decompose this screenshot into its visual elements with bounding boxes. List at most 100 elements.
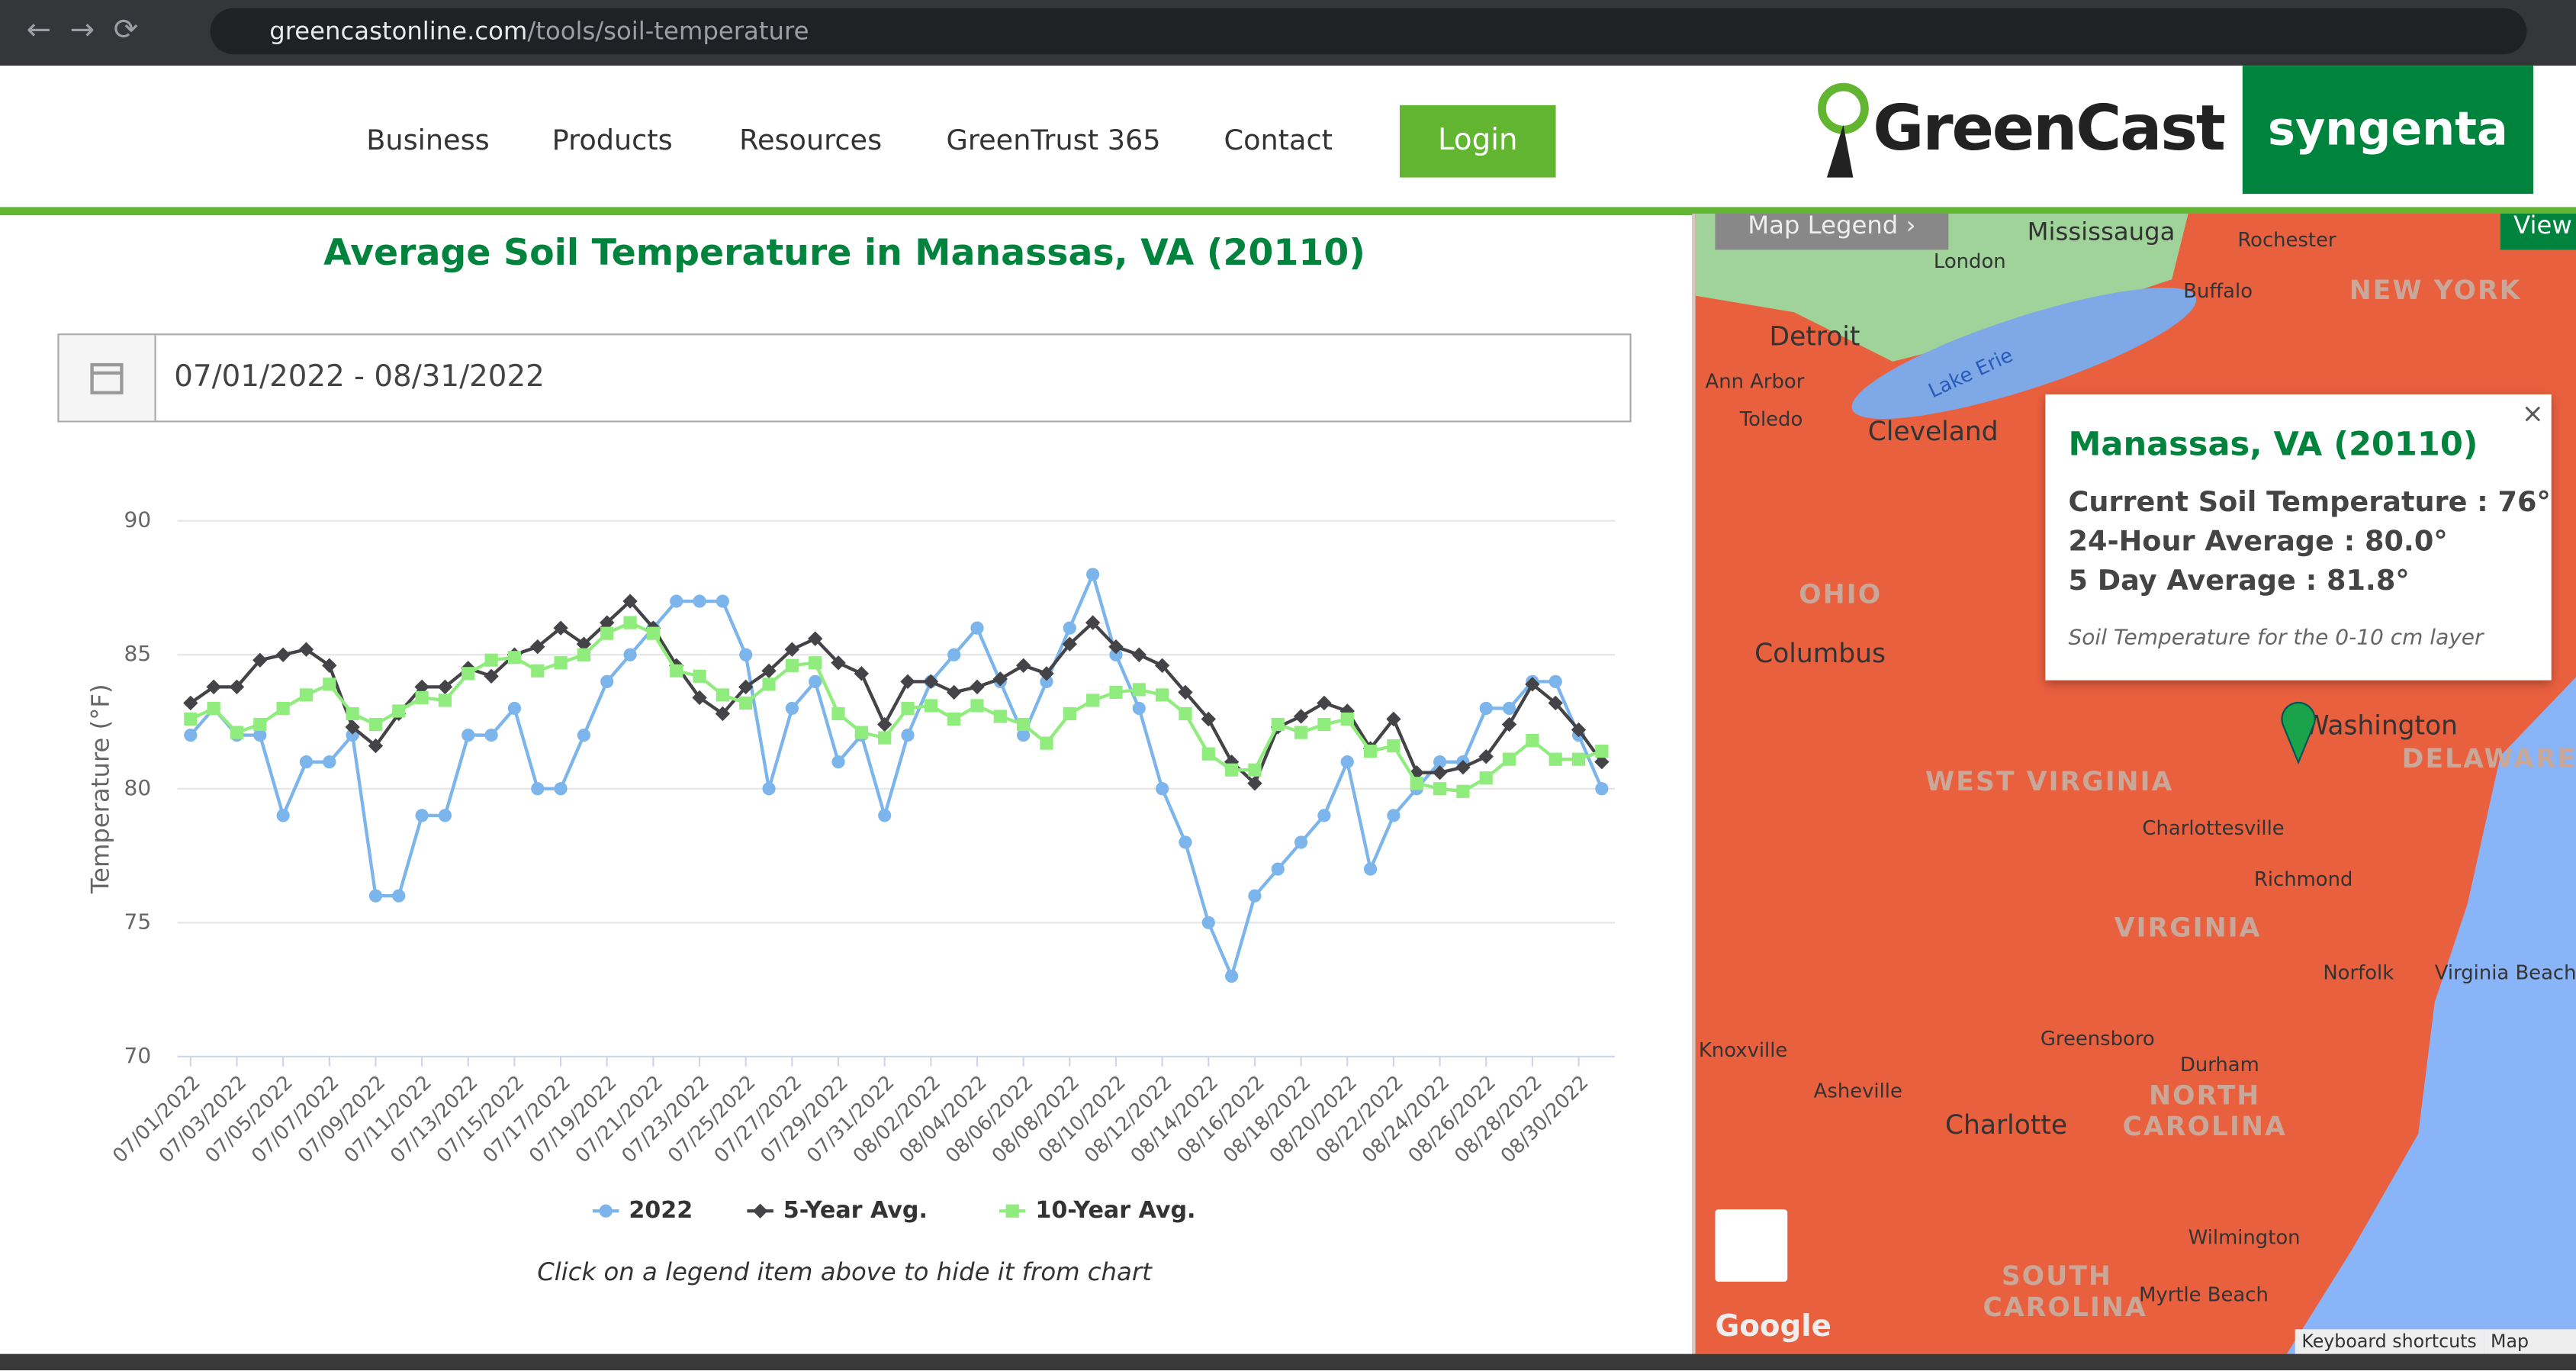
data-point: [1132, 701, 1146, 716]
nav-arrows[interactable]: ← → ⟳: [26, 13, 139, 48]
data-point: [901, 728, 915, 742]
data-point: [970, 621, 984, 635]
data-point: [461, 667, 475, 681]
state: DELAWARE: [2401, 742, 2576, 774]
data-point: [762, 677, 776, 691]
place: Detroit: [1769, 320, 1860, 352]
login-button[interactable]: Login: [1399, 105, 1556, 178]
close-button[interactable]: ×: [2521, 397, 2544, 430]
data-point: [1455, 760, 1471, 775]
info-popup: × Manassas, VA (20110) Current Soil Temp…: [2045, 394, 2552, 681]
data-point: [577, 728, 591, 742]
chart-title: Average Soil Temperature in Manassas, VA…: [323, 232, 1365, 274]
data-point: [1271, 717, 1285, 732]
syngenta-logo[interactable]: syngenta: [2242, 66, 2534, 195]
data-point: [346, 706, 359, 721]
data-point: [1548, 674, 1562, 688]
data-point: [392, 889, 406, 903]
data-point: [878, 809, 892, 822]
data-point: [298, 642, 314, 657]
data-point: [785, 701, 799, 716]
data-point: [275, 647, 291, 662]
data-point: [1595, 745, 1609, 758]
nav-item[interactable]: Contact: [1224, 124, 1333, 158]
data-point: [992, 671, 1008, 687]
data-point: [1340, 755, 1354, 769]
data-point: [437, 679, 453, 695]
map-legend-button[interactable]: Map Legend ›: [1715, 213, 1949, 250]
data-point: [1479, 771, 1493, 785]
map-pin[interactable]: [2279, 700, 2318, 765]
data-point: [1063, 706, 1076, 721]
data-point: [1109, 648, 1123, 661]
popup-note: Soil Temperature for the 0-10 cm layer: [2068, 626, 2484, 651]
place: London: [1933, 249, 2006, 273]
series-line: [189, 598, 1603, 787]
data-point: [206, 679, 221, 695]
data-point: [1456, 784, 1470, 798]
place: Ann Arbor: [1705, 369, 1805, 393]
nav-item[interactable]: GreenTrust 365: [946, 124, 1161, 158]
data-point: [1201, 747, 1215, 761]
data-point: [854, 726, 868, 739]
place: Wilmington: [2188, 1225, 2301, 1249]
data-point: [1525, 677, 1540, 692]
data-point: [1410, 777, 1423, 790]
fullscreen-button[interactable]: [1715, 1209, 1788, 1282]
data-point: [1432, 765, 1448, 780]
nav-item[interactable]: Business: [366, 124, 490, 158]
nav-item[interactable]: Products: [552, 124, 673, 158]
legend-item[interactable]: 2022: [592, 1197, 693, 1224]
date-picker[interactable]: 07/01/2022 - 08/31/2022: [57, 333, 1632, 423]
data-point: [392, 704, 406, 718]
legend-label: 2022: [629, 1197, 693, 1224]
data-point: [1179, 835, 1192, 849]
data-point: [1478, 748, 1494, 764]
data-point: [1479, 701, 1493, 716]
state: SOUTH CAROLINA: [1983, 1260, 2147, 1323]
data-point: [1502, 701, 1516, 716]
data-point: [831, 755, 845, 769]
google-logo: Google: [1715, 1309, 1832, 1344]
y-tick-label: 80: [124, 775, 152, 800]
data-point: [438, 694, 452, 707]
view-button[interactable]: View: [2500, 213, 2576, 250]
data-point: [739, 696, 753, 710]
url-bar[interactable]: greencastonline.com/tools/soil-temperatu…: [210, 8, 2527, 55]
data-point: [484, 728, 498, 742]
data-point: [646, 626, 661, 640]
y-tick-label: 85: [124, 641, 152, 666]
popup-line: Current Soil Temperature : 76°: [2068, 486, 2551, 520]
state: NORTH CAROLINA: [2122, 1079, 2287, 1142]
data-point: [1595, 782, 1609, 796]
legend-item[interactable]: 10-Year Avg.: [999, 1197, 1196, 1224]
legend-marker: [1005, 1204, 1019, 1218]
place: Columbus: [1754, 637, 1886, 669]
nav-item[interactable]: Resources: [739, 124, 883, 158]
logo-icon: [1818, 82, 1869, 178]
data-point: [946, 684, 962, 700]
data-point: [1433, 782, 1447, 796]
data-point: [1224, 969, 1239, 983]
bottom-bar: [0, 1353, 2576, 1371]
data-point: [207, 701, 220, 716]
map-footer[interactable]: Keyboard shortcuts: [2295, 1329, 2484, 1354]
place: Cleveland: [1867, 415, 1999, 447]
state: WEST VIRGINIA: [1925, 765, 2174, 797]
data-point: [1063, 621, 1076, 635]
data-point: [600, 674, 614, 688]
data-point: [623, 648, 637, 661]
map[interactable]: Map Legend › View Mississauga London Roc…: [1692, 213, 2576, 1354]
place: Knoxville: [1698, 1038, 1788, 1062]
data-point: [276, 701, 290, 716]
data-point: [1548, 752, 1562, 766]
data-point: [368, 717, 383, 732]
data-point: [878, 731, 892, 745]
greencast-logo[interactable]: GreenCast: [1873, 92, 2226, 165]
legend-item[interactable]: 5-Year Avg.: [747, 1197, 928, 1224]
data-point: [345, 719, 360, 735]
place: Greensboro: [2040, 1027, 2155, 1051]
data-point: [762, 782, 776, 796]
data-point: [1248, 889, 1262, 903]
data-point: [1387, 809, 1401, 822]
